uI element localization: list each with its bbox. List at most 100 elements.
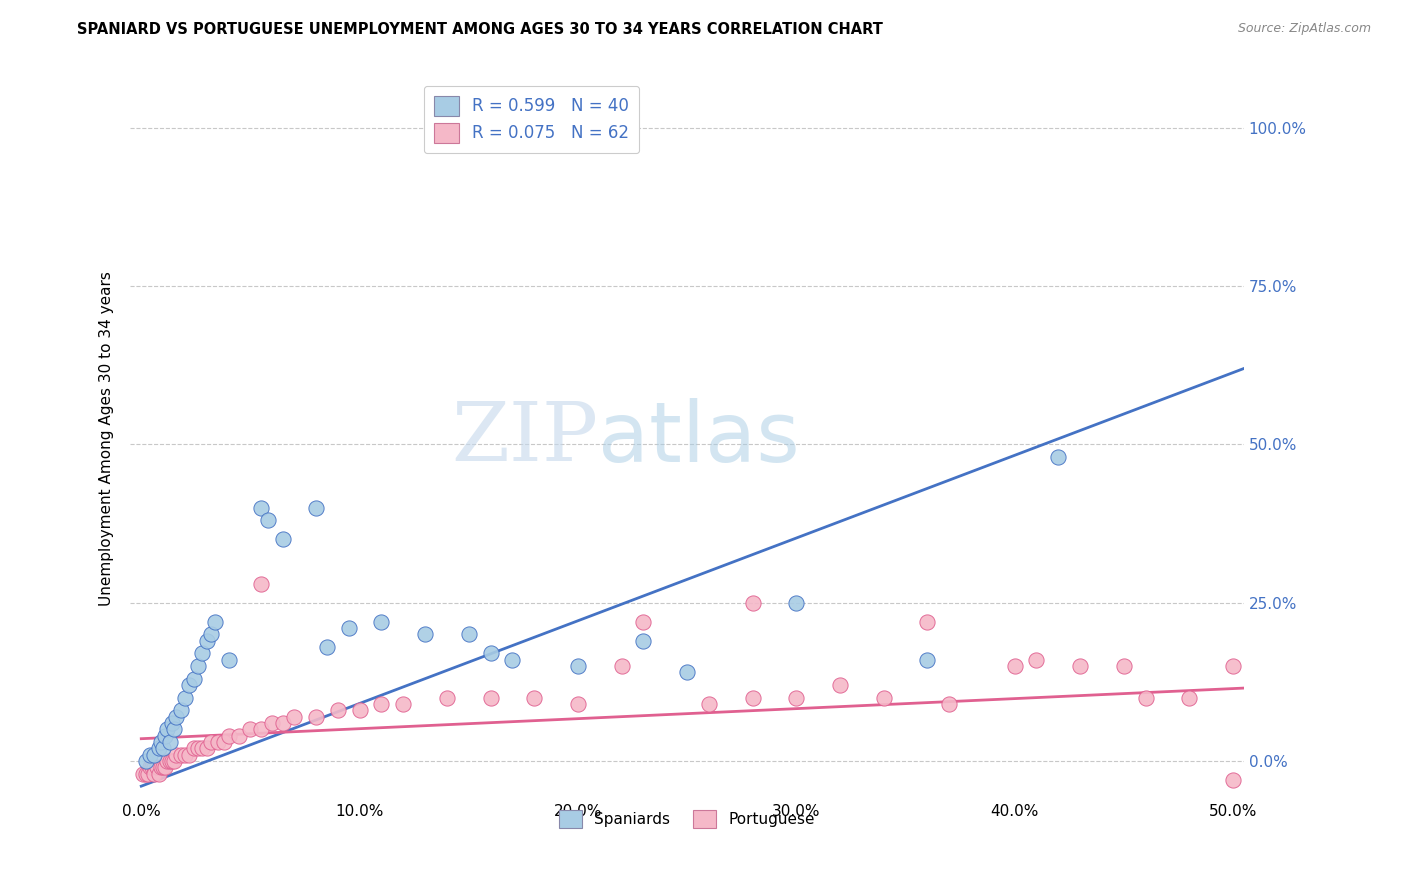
Point (195, 633, 218, 648)
Point (169, 747, 191, 762)
Point (370, 615, 392, 629)
Y-axis label: Unemployment Among Ages 30 to 34 years: Unemployment Among Ages 30 to 34 years (100, 270, 114, 606)
Point (741, 596, 763, 610)
Point (828, 678, 851, 692)
Point (179, 678, 201, 692)
Point (200, 735, 222, 749)
Point (305, 500, 328, 515)
Point (915, 652, 938, 666)
Point (149, 760, 172, 774)
Point (165, 747, 187, 762)
Point (567, 697, 589, 711)
Point (183, 741, 205, 756)
Point (187, 741, 209, 756)
Point (169, 703, 191, 717)
Point (174, 690, 197, 705)
Point (257, 513, 280, 527)
Text: SPANIARD VS PORTUGUESE UNEMPLOYMENT AMONG AGES 30 TO 34 YEARS CORRELATION CHART: SPANIARD VS PORTUGUESE UNEMPLOYMENT AMON… (77, 22, 883, 37)
Point (872, 690, 894, 705)
Point (135, 754, 157, 768)
Point (156, 723, 179, 737)
Point (271, 533, 294, 547)
Point (136, 766, 159, 780)
Point (326, 703, 349, 717)
Point (479, 646, 502, 660)
Point (160, 754, 183, 768)
Point (143, 747, 166, 762)
Point (148, 766, 170, 780)
Point (174, 747, 197, 762)
Point (159, 735, 181, 749)
Point (156, 754, 179, 768)
Point (1069, 659, 1091, 673)
Point (179, 747, 201, 762)
Point (148, 741, 170, 756)
Point (915, 615, 938, 629)
Point (567, 659, 589, 673)
Point (143, 766, 166, 780)
Text: atlas: atlas (598, 398, 800, 479)
Point (200, 627, 222, 641)
Point (163, 723, 186, 737)
Point (283, 709, 305, 723)
Point (337, 621, 360, 635)
Point (159, 754, 181, 768)
Point (195, 741, 218, 756)
Point (228, 729, 250, 743)
Point (152, 741, 174, 756)
Point (239, 723, 262, 737)
Point (250, 500, 273, 515)
Point (523, 690, 546, 705)
Point (271, 715, 294, 730)
Point (785, 690, 807, 705)
Point (218, 729, 240, 743)
Point (149, 735, 172, 749)
Point (633, 615, 655, 629)
Point (218, 652, 240, 666)
Point (938, 697, 960, 711)
Point (160, 715, 183, 730)
Point (676, 665, 699, 680)
Point (191, 741, 214, 756)
Text: ZIP: ZIP (451, 398, 598, 478)
Point (1222, 659, 1244, 673)
Point (135, 766, 157, 780)
Point (141, 760, 163, 774)
Point (457, 627, 479, 641)
Point (204, 615, 226, 629)
Text: Source: ZipAtlas.com: Source: ZipAtlas.com (1237, 22, 1371, 36)
Point (413, 627, 436, 641)
Point (633, 633, 655, 648)
Point (132, 766, 155, 780)
Point (479, 690, 502, 705)
Point (250, 576, 273, 591)
Point (207, 735, 229, 749)
Point (1178, 690, 1201, 705)
Point (143, 760, 166, 774)
Point (741, 690, 763, 705)
Point (155, 760, 177, 774)
Point (139, 760, 162, 774)
Point (1025, 652, 1047, 666)
Point (165, 709, 187, 723)
Point (163, 754, 186, 768)
Point (250, 723, 273, 737)
Point (305, 709, 328, 723)
Point (501, 652, 523, 666)
Point (139, 747, 162, 762)
Point (349, 703, 371, 717)
Legend: Spaniards, Portuguese: Spaniards, Portuguese (553, 804, 821, 835)
Point (155, 729, 177, 743)
Point (1112, 659, 1135, 673)
Point (370, 697, 392, 711)
Point (191, 646, 214, 660)
Point (1135, 690, 1157, 705)
Point (610, 659, 633, 673)
Point (145, 760, 167, 774)
Point (785, 596, 807, 610)
Point (1222, 772, 1244, 787)
Point (315, 640, 337, 654)
Point (697, 697, 720, 711)
Point (1047, 450, 1070, 464)
Point (187, 659, 209, 673)
